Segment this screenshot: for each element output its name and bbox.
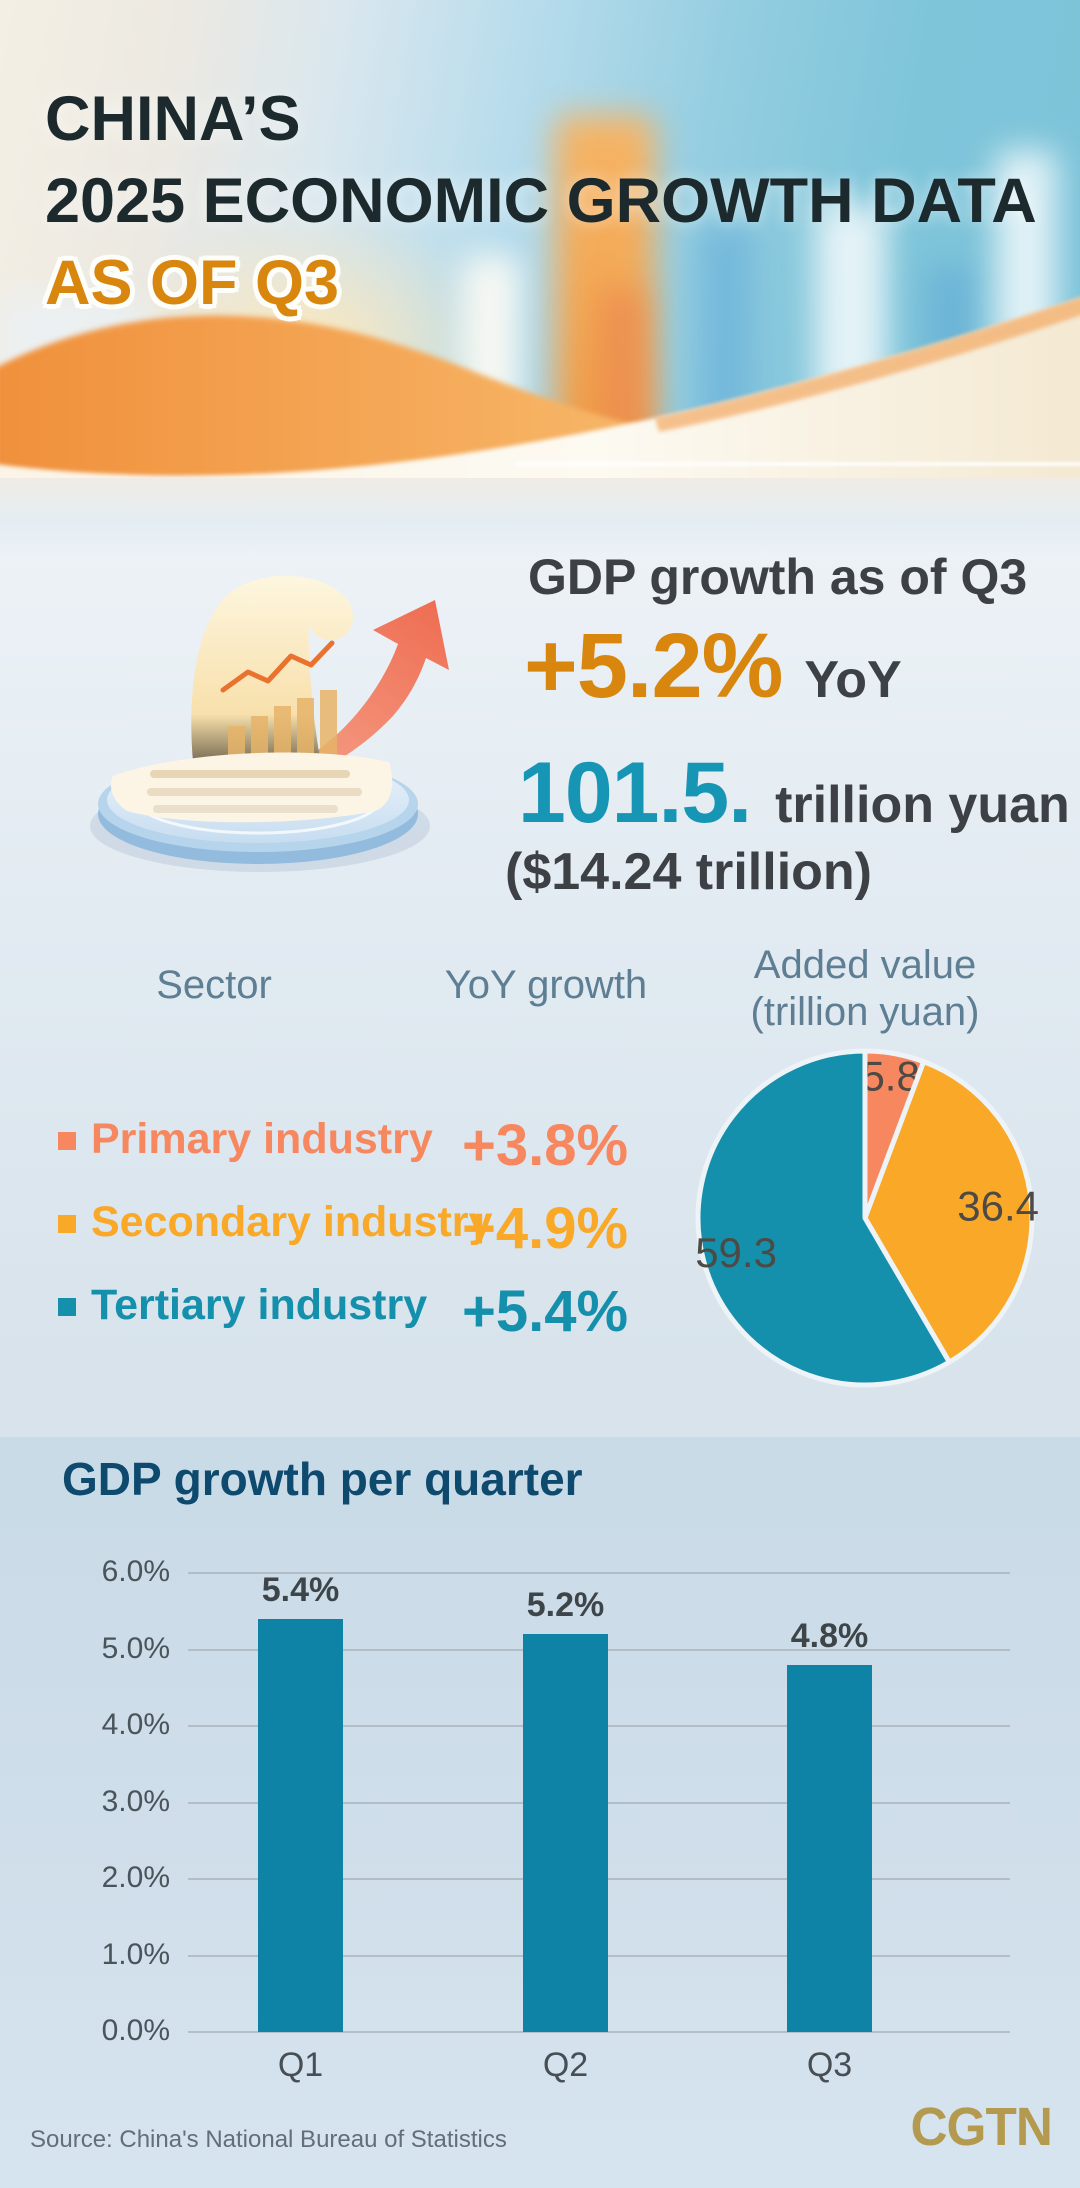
page-title: CHINA’S 2025 ECONOMIC GROWTH DATA AS OF …	[45, 78, 1037, 324]
gdp-yoy-line: +5.2% YoY	[524, 614, 902, 719]
bar-q1	[258, 1618, 343, 2032]
bar-value-label: 5.2%	[526, 1586, 605, 1625]
title-line-3: AS OF Q3	[45, 248, 340, 318]
yoy-value-tertiary: +5.4%	[462, 1279, 629, 1344]
title-line-1: CHINA’S	[45, 84, 301, 154]
y-axis-tick-label: 5.0%	[101, 1631, 170, 1665]
bar-value-label: 5.4%	[261, 1570, 340, 1609]
gdp-total-unit: trillion yuan	[775, 776, 1070, 834]
column-header-added-value: Added value (trillion yuan)	[715, 942, 1015, 1036]
gdp-yoy-label: YoY	[804, 651, 902, 709]
gdp-growth-heading: GDP growth as of Q3	[528, 549, 1028, 605]
x-axis-category-label: Q2	[542, 2046, 589, 2084]
source-attribution: Source: China's National Bureau of Stati…	[30, 2126, 507, 2153]
legend-square-primary-icon	[58, 1132, 76, 1150]
added-value-pie-chart: 5.836.459.3	[695, 1048, 1039, 1388]
legend-square-secondary-icon	[58, 1215, 76, 1233]
bar-value-label: 4.8%	[790, 1616, 869, 1655]
bar-q2	[523, 1634, 608, 2032]
bar-chart-title: GDP growth per quarter	[62, 1453, 583, 1505]
column-header-yoy-growth: YoY growth	[444, 963, 648, 1007]
x-axis-category-label: Q3	[806, 2046, 853, 2084]
y-axis-tick-label: 6.0%	[101, 1555, 170, 1588]
yoy-value-primary: +3.8%	[462, 1113, 629, 1178]
pie-slice-tertiary	[695, 1048, 952, 1388]
y-axis-tick-label: 2.0%	[101, 1861, 170, 1894]
gridline	[188, 1572, 1010, 1574]
table-row-secondary: Secondary industry	[58, 1198, 492, 1247]
gdp-yoy-value: +5.2%	[524, 615, 783, 717]
sector-name-secondary: Secondary industry	[91, 1198, 493, 1246]
header-banner: CHINA’S 2025 ECONOMIC GROWTH DATA AS OF …	[0, 0, 1080, 478]
legend-square-tertiary-icon	[58, 1298, 76, 1316]
table-row-tertiary: Tertiary industry	[58, 1281, 427, 1330]
title-line-2: 2025 ECONOMIC GROWTH DATA	[45, 166, 1037, 236]
sector-name-primary: Primary industry	[91, 1115, 433, 1163]
cgtn-logo: CGTN	[910, 2097, 1052, 2157]
y-axis-tick-label: 3.0%	[101, 1784, 170, 1818]
y-axis-tick-label: 4.0%	[101, 1708, 170, 1741]
gdp-total-line: 101.5. trillion yuan	[518, 744, 1070, 843]
x-axis-category-label: Q1	[277, 2046, 324, 2084]
column-header-sector: Sector	[156, 963, 272, 1007]
bar-q3	[787, 1664, 872, 2032]
column-header-added-line2: (trillion yuan)	[750, 990, 980, 1034]
gridline	[188, 2031, 1010, 2033]
yoy-value-secondary: +4.9%	[462, 1196, 629, 1261]
wave-reflection	[0, 478, 1080, 558]
wave-ribbon-graphic	[0, 297, 1080, 478]
y-axis-tick-label: 1.0%	[101, 1937, 170, 1971]
sector-name-tertiary: Tertiary industry	[91, 1281, 428, 1329]
gdp-total-value: 101.5.	[518, 745, 752, 841]
pie-data-label: 36.4	[957, 1183, 1039, 1230]
table-row-primary: Primary industry	[58, 1115, 433, 1164]
column-header-added-line1: Added value	[753, 943, 977, 987]
pie-data-label: 59.3	[695, 1229, 777, 1276]
gdp-report-illustration	[90, 575, 449, 872]
gdp-usd-equivalent: ($14.24 trillion)	[505, 843, 872, 901]
y-axis-tick-label: 0.0%	[101, 2014, 170, 2047]
